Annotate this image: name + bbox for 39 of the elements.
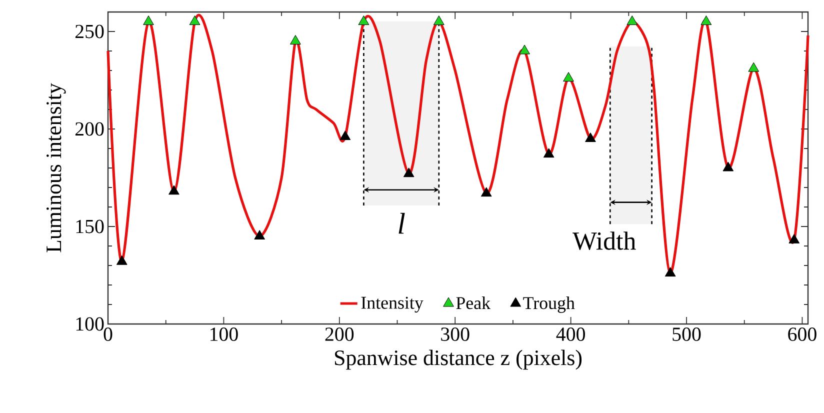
- point: [626, 16, 638, 25]
- x-tick-label: 500: [672, 328, 701, 341]
- point: [290, 35, 301, 44]
- point: [585, 132, 596, 142]
- legend-label: Peak: [456, 296, 491, 310]
- point: [340, 130, 351, 140]
- band-label: Width: [572, 232, 636, 250]
- point: [664, 267, 676, 277]
- point: [480, 187, 492, 197]
- point: [403, 168, 414, 178]
- point: [722, 162, 734, 172]
- x-tick-label: 200: [325, 328, 354, 341]
- x-tick-label: 100: [210, 328, 238, 341]
- y-tick-label: 200: [75, 122, 104, 136]
- point: [254, 230, 265, 240]
- y-tick-label: 150: [76, 220, 104, 234]
- y-tick-label: 100: [76, 317, 104, 331]
- y-tick-label: 250: [75, 24, 104, 38]
- y-axis-title: Luminous intensity: [46, 83, 66, 252]
- point: [433, 16, 444, 25]
- band-label: l: [398, 212, 405, 234]
- x-tick-label: 300: [441, 328, 470, 341]
- point: [116, 255, 128, 265]
- point: [563, 72, 574, 82]
- x-tick-label: 600: [788, 328, 816, 341]
- legend-label: Intensity: [361, 296, 424, 313]
- x-axis-title: Spanwise distance z (pixels): [335, 350, 582, 370]
- point: [748, 62, 760, 72]
- point: [143, 16, 154, 25]
- point: [519, 44, 530, 54]
- point: [700, 16, 712, 25]
- point: [543, 148, 554, 158]
- point: [358, 16, 370, 25]
- point: [788, 234, 800, 244]
- x-tick-label: 0: [104, 328, 112, 341]
- legend-label: Trough: [523, 296, 575, 313]
- point: [189, 16, 200, 25]
- point: [168, 185, 180, 195]
- x-tick-label: 400: [556, 328, 585, 341]
